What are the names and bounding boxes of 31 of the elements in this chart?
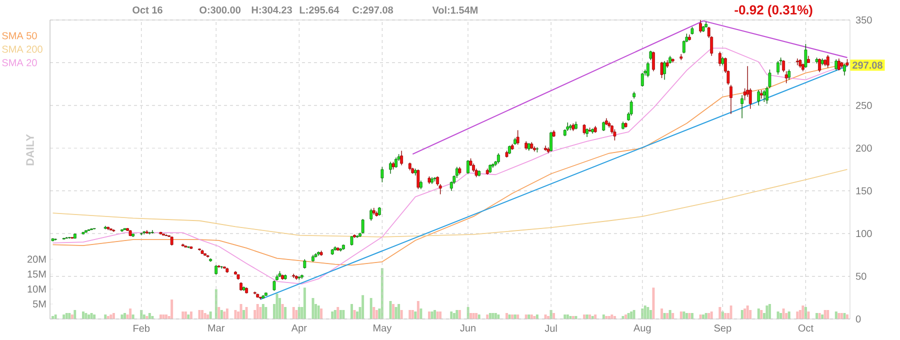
text: SMA 200 — [2, 46, 42, 53]
x-tick-label: Aug — [634, 324, 651, 334]
x-tick-label: Feb — [134, 324, 150, 332]
y2-tick-label: 20M — [28, 256, 46, 263]
y-tick-label: 0 — [856, 315, 861, 323]
text: -0.92 (0.31%) — [734, 4, 812, 18]
y-tick-label: 100 — [856, 230, 872, 238]
x-tick-label: May — [374, 324, 392, 334]
y2-tick-label: 15M — [28, 270, 46, 278]
text: SMA 50 — [2, 32, 37, 40]
y-tick-label: 350 — [856, 16, 872, 24]
text: Vol:1.54M — [432, 6, 478, 14]
x-tick-label: Sep — [714, 324, 732, 334]
text: SMA 20 — [2, 59, 37, 66]
text: Oct 16 — [132, 6, 162, 14]
text: H:304.23 — [252, 6, 292, 14]
x-tick-label: Oct — [798, 324, 814, 332]
y-tick-label: 250 — [856, 102, 872, 109]
y-tick-label: 200 — [856, 144, 872, 152]
text: L:295.64 — [300, 6, 340, 14]
x-tick-label: Jul — [544, 324, 557, 332]
annotation: 297.08 — [852, 62, 882, 69]
y2-tick-label: 10M — [28, 286, 46, 293]
x-tick-label: Apr — [291, 324, 307, 334]
y2-tick-label: 5M — [33, 300, 46, 308]
text: O:300.00 — [200, 6, 240, 14]
y-tick-label: 50 — [856, 272, 866, 280]
x-tick-label: Mar — [208, 324, 225, 332]
x-tick-label: Jun — [460, 324, 476, 332]
text: C:297.08 — [352, 6, 394, 14]
y-tick-label: 150 — [856, 187, 872, 194]
